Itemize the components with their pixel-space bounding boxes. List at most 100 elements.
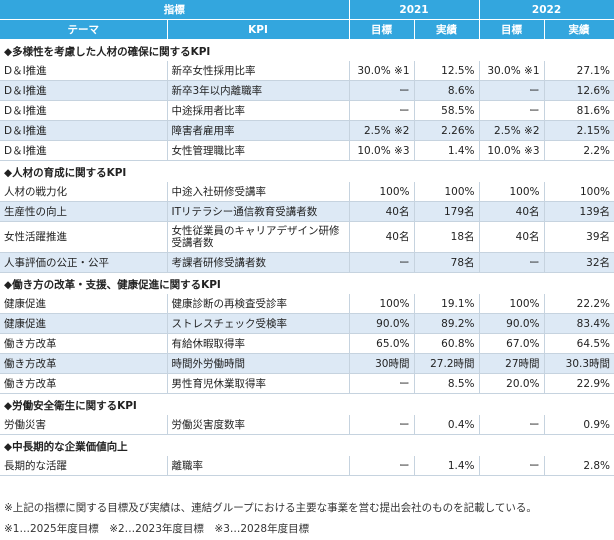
target-2022-cell: 40名 [478,201,545,222]
section-title: ◆中長期的な企業価値向上 [0,434,614,456]
actual-2022-cell: 83.4% [543,313,614,334]
section-title: ◆労働安全衛生に関するKPI [0,393,614,415]
kpi-cell: 女性従業員のキャリアデザイン研修受講者数 [166,221,349,253]
theme-cell: D＆I推進 [0,61,167,81]
target-2022-cell: 30.0% ※1 [478,61,545,81]
target-2021-cell: 40名 [348,201,414,222]
table-row: 人事評価の公正・公平 考課者研修受講者数ー 78名ー 32名 [0,252,614,273]
actual-2021-cell: 1.4% [413,140,480,161]
kpi-cell: 考課者研修受講者数 [166,252,349,273]
kpi-cell: 障害者雇用率 [166,120,349,141]
header-target-2021: 目標 [349,19,415,40]
actual-2021-cell: 78名 [413,252,480,273]
target-2021-cell: 65.0% [348,333,414,354]
theme-cell: D＆I推進 [0,120,167,141]
table-row: 健康促進 健康診断の再検査受診率 100% 19.1% 100% 22.2% [0,294,614,314]
section-heading-row: ◆人材の育成に関するKPI [0,160,614,182]
theme-cell: D＆I推進 [0,80,167,101]
table-row: 生産性の向上 ITリテラシー通信教育受講者数 40名 179名 40名 139名 [0,201,614,222]
actual-2021-cell: 18名 [413,221,480,253]
table-row: D＆I推進 新卒3年以内離職率ー 8.6% ー 12.6% [0,80,614,101]
kpi-cell: 労働災害度数率 [166,415,349,435]
target-2021-cell: ー [348,373,414,394]
theme-cell: 生産性の向上 [0,201,167,222]
actual-2021-cell: 19.1% [413,294,480,314]
actual-2021-cell: 1.4% [413,456,480,476]
header-actual-2022: 実績 [544,19,614,40]
target-2022-cell: 90.0% [478,313,545,334]
actual-2022-cell: 2.2% [543,140,614,161]
table-row: 長期的な活躍 離職率ー 1.4% ー 2.8% [0,456,614,476]
kpi-cell: 新卒女性採用比率 [166,61,349,81]
theme-cell: 働き方改革 [0,333,167,354]
kpi-cell: 中途入社研修受講率 [166,182,349,202]
target-2022-cell: ー [478,415,545,435]
target-2022-cell: ー [478,80,545,101]
target-2021-cell: ー [348,80,414,101]
actual-2022-cell: 22.2% [543,294,614,314]
header-theme: テーマ [0,19,168,40]
kpi-cell: ストレスチェック受検率 [166,313,349,334]
table-row: 働き方改革 有給休暇取得率 65.0% 60.8% 67.0% 64.5% [0,333,614,354]
header-year-2022: 2022 [479,0,614,20]
footnote-main: ※上記の指標に関する目標及び実績は、連結グループにおける主要な事業を営む提出会社… [4,502,537,514]
theme-cell: 労働災害 [0,415,167,435]
kpi-cell: 新卒3年以内離職率 [166,80,349,101]
target-2021-cell: 2.5% ※2 [348,120,414,141]
target-2021-cell: 30.0% ※1 [348,61,414,81]
theme-cell: 働き方改革 [0,353,167,374]
kpi-body: ◆多様性を考慮した人材の確保に関するKPI D＆I推進 新卒女性採用比率 30.0% … [0,39,614,476]
actual-2021-cell: 8.5% [413,373,480,394]
kpi-cell: ITリテラシー通信教育受講者数 [166,201,349,222]
actual-2021-cell: 2.26% [413,120,480,141]
kpi-cell: 中途採用者比率 [166,100,349,121]
section-title: ◆多様性を考慮した人材の確保に関するKPI [0,39,614,61]
target-2021-cell: 30時間 [348,353,414,374]
target-2022-cell: 100% [478,182,545,202]
target-2022-cell: 10.0% ※3 [478,140,545,161]
actual-2021-cell: 58.5% [413,100,480,121]
target-2021-cell: 40名 [348,221,414,253]
target-2021-cell: ー [348,456,414,476]
section-heading-row: ◆働き方の改革・支援、健康促進に関するKPI [0,272,614,294]
header-row-top: 指標 2021 2022 [0,0,614,20]
kpi-cell: 健康診断の再検査受診率 [166,294,349,314]
header-actual-2021: 実績 [414,19,480,40]
actual-2022-cell: 81.6% [543,100,614,121]
theme-cell: D＆I推進 [0,140,167,161]
target-2021-cell: ー [348,415,414,435]
target-2022-cell: 27時間 [478,353,545,374]
actual-2022-cell: 2.8% [543,456,614,476]
actual-2022-cell: 139名 [543,201,614,222]
header-kpi: KPI [167,19,350,40]
theme-cell: D＆I推進 [0,100,167,121]
target-2022-cell: ー [478,456,545,476]
target-2021-cell: 10.0% ※3 [348,140,414,161]
section-title: ◆人材の育成に関するKPI [0,160,614,182]
actual-2021-cell: 12.5% [413,61,480,81]
actual-2022-cell: 64.5% [543,333,614,354]
table-row: 労働災害 労働災害度数率ー 0.4% ー 0.9% [0,415,614,435]
actual-2022-cell: 27.1% [543,61,614,81]
table-row: D＆I推進 障害者雇用率 2.5% ※2 2.26% 2.5% ※2 2.15% [0,120,614,141]
header-indicator: 指標 [0,0,350,20]
target-2022-cell: 100% [478,294,545,314]
actual-2022-cell: 0.9% [543,415,614,435]
table-row: 働き方改革 男性育児休業取得率ー 8.5% 20.0% 22.9% [0,373,614,394]
theme-cell: 人事評価の公正・公平 [0,252,167,273]
table-row: 人材の戦力化 中途入社研修受講率 100% 100% 100% 100% [0,182,614,202]
actual-2022-cell: 12.6% [543,80,614,101]
table-row: D＆I推進 女性管理職比率 10.0% ※3 1.4% 10.0% ※3 2.2% [0,140,614,161]
actual-2021-cell: 0.4% [413,415,480,435]
actual-2022-cell: 32名 [543,252,614,273]
target-2021-cell: 100% [348,294,414,314]
kpi-cell: 離職率 [166,456,349,476]
target-2022-cell: 40名 [478,221,545,253]
target-2022-cell: ー [478,100,545,121]
table-row: 働き方改革 時間外労働時間 30時間 27.2時間 27時間 30.3時間 [0,353,614,374]
kpi-cell: 有給休暇取得率 [166,333,349,354]
target-2021-cell: 100% [348,182,414,202]
theme-cell: 人材の戦力化 [0,182,167,202]
target-2021-cell: 90.0% [348,313,414,334]
header-row-sub: テーマ KPI 目標 実績 目標 実績 [0,19,614,40]
